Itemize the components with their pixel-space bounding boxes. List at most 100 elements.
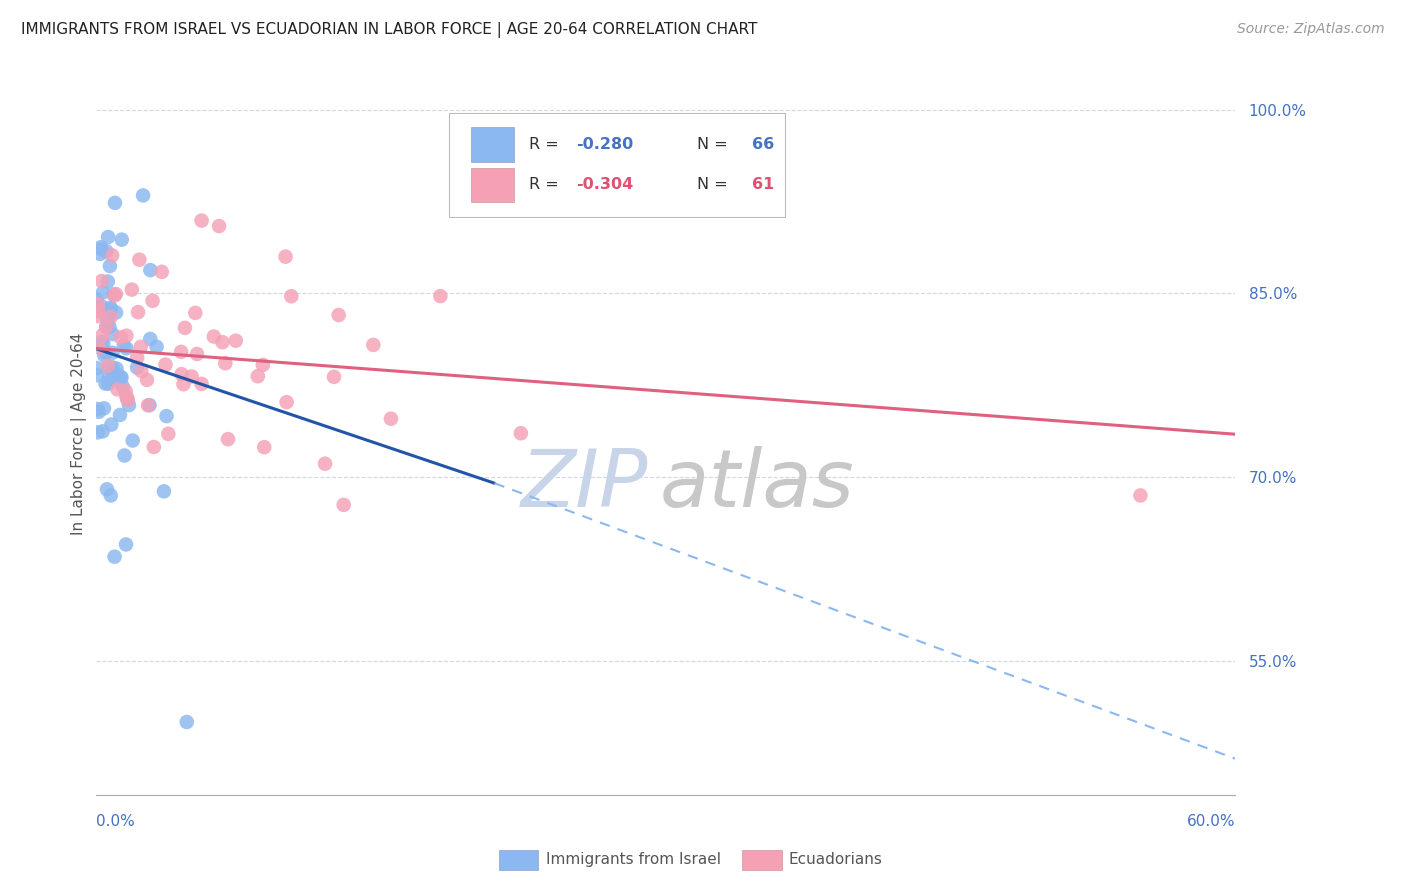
Point xyxy=(136,398,159,412)
Point xyxy=(105,305,128,319)
Point xyxy=(91,336,114,351)
Point xyxy=(90,334,112,349)
Point xyxy=(115,537,138,551)
Point xyxy=(190,376,212,391)
Point xyxy=(87,405,110,419)
Point xyxy=(101,248,124,262)
Point xyxy=(100,310,122,324)
Point xyxy=(90,242,112,256)
Point xyxy=(155,358,177,372)
FancyBboxPatch shape xyxy=(449,112,785,218)
Point xyxy=(107,368,129,383)
Point xyxy=(96,308,118,322)
Text: Immigrants from Israel: Immigrants from Israel xyxy=(546,853,720,867)
Text: R =: R = xyxy=(529,137,564,152)
Point xyxy=(252,358,274,372)
Point xyxy=(87,304,110,318)
Point xyxy=(141,293,163,308)
Text: -0.280: -0.280 xyxy=(576,137,634,152)
Point xyxy=(184,306,207,320)
Point xyxy=(276,395,298,409)
Point xyxy=(97,275,120,289)
Point xyxy=(115,328,138,343)
Point xyxy=(101,345,124,359)
Point xyxy=(90,274,112,288)
Point xyxy=(104,195,127,210)
Point xyxy=(98,369,121,384)
Point xyxy=(90,300,112,314)
Text: atlas: atlas xyxy=(659,446,855,524)
Point xyxy=(127,351,149,365)
Point xyxy=(114,384,136,398)
Y-axis label: In Labor Force | Age 20-64: In Labor Force | Age 20-64 xyxy=(72,333,87,535)
Point xyxy=(98,360,121,375)
Point xyxy=(110,330,132,344)
Point xyxy=(86,368,108,383)
Point xyxy=(98,259,121,273)
Point xyxy=(138,398,160,412)
Point xyxy=(128,252,150,267)
Point xyxy=(211,335,233,350)
Point xyxy=(86,361,108,376)
Point xyxy=(86,303,108,318)
Point xyxy=(108,408,131,422)
Text: -0.304: -0.304 xyxy=(576,178,634,193)
Point xyxy=(87,297,110,311)
FancyBboxPatch shape xyxy=(471,168,515,202)
Point xyxy=(186,347,208,361)
Point xyxy=(89,247,111,261)
Point xyxy=(97,359,120,373)
Point xyxy=(93,401,115,416)
Point xyxy=(142,440,165,454)
Point xyxy=(96,483,118,497)
Point xyxy=(217,432,239,446)
Point xyxy=(103,288,125,302)
Point xyxy=(380,411,402,425)
Point xyxy=(121,434,143,448)
Point xyxy=(100,373,122,387)
Text: N =: N = xyxy=(697,178,734,193)
Point xyxy=(110,370,132,384)
Point xyxy=(100,417,122,432)
Point xyxy=(86,293,108,307)
Point xyxy=(94,319,117,334)
Point xyxy=(202,329,225,343)
Point xyxy=(225,334,247,348)
Point xyxy=(127,305,149,319)
Point xyxy=(115,392,138,406)
Point xyxy=(172,377,194,392)
Point xyxy=(180,369,202,384)
Point xyxy=(89,341,111,355)
Point xyxy=(429,289,451,303)
Point xyxy=(131,364,153,378)
FancyBboxPatch shape xyxy=(471,128,515,161)
Point xyxy=(114,449,136,463)
Point xyxy=(328,308,350,322)
Point xyxy=(103,287,125,301)
Point xyxy=(121,283,143,297)
Point xyxy=(105,361,128,376)
Point xyxy=(96,319,118,334)
Point xyxy=(97,230,120,244)
Point xyxy=(190,213,212,227)
Point xyxy=(139,263,162,277)
Point xyxy=(97,376,120,391)
Point xyxy=(93,348,115,362)
Point xyxy=(100,301,122,316)
Point xyxy=(170,344,193,359)
Point xyxy=(170,367,193,381)
Text: ZIP: ZIP xyxy=(522,446,648,524)
Point xyxy=(107,383,129,397)
Point xyxy=(253,440,276,454)
Text: Ecuadorians: Ecuadorians xyxy=(789,853,883,867)
Point xyxy=(174,321,197,335)
Point xyxy=(111,233,134,247)
Point xyxy=(110,370,132,384)
Point xyxy=(103,549,125,564)
Point xyxy=(153,484,176,499)
Point xyxy=(129,340,152,354)
Point xyxy=(115,342,138,356)
Point xyxy=(132,188,155,202)
Point xyxy=(274,250,297,264)
Point xyxy=(91,425,114,439)
